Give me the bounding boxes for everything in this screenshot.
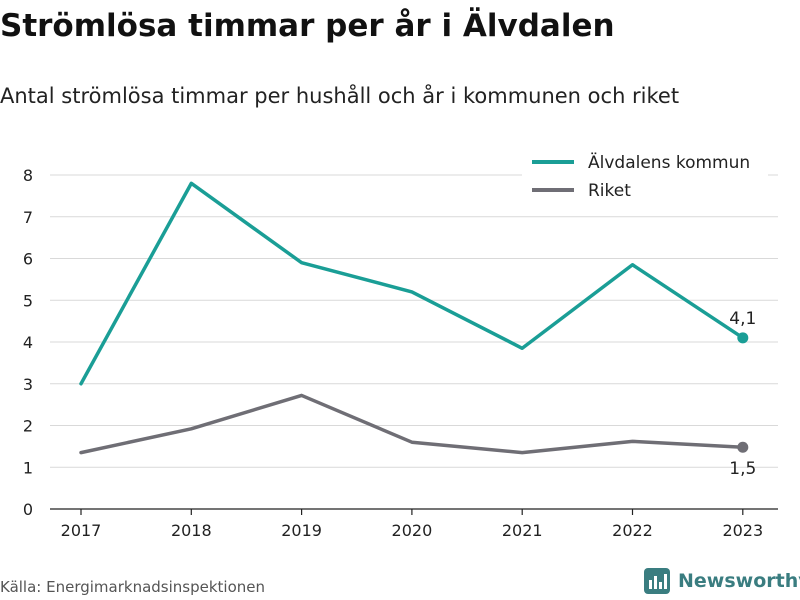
bar-chart-logo-icon bbox=[644, 568, 670, 594]
source-note: Källa: Energimarknadsinspektionen bbox=[0, 578, 266, 596]
brand-name: Newsworthy bbox=[678, 570, 800, 592]
chart-title: Strömlösa timmar per år i Älvdalen bbox=[0, 8, 615, 44]
series-line bbox=[79, 393, 745, 455]
y-tick-label: 2 bbox=[23, 417, 33, 436]
y-tick-label: 5 bbox=[23, 291, 33, 310]
series-line bbox=[79, 181, 745, 386]
data-labels: 4,1 1,5 bbox=[729, 309, 756, 479]
x-tick-label: 2023 bbox=[722, 521, 763, 540]
y-tick-label: 7 bbox=[23, 208, 33, 227]
end-value-label: 4,1 bbox=[729, 309, 756, 329]
end-point-marker bbox=[737, 332, 749, 344]
legend-label: Älvdalens kommun bbox=[588, 152, 750, 173]
end-point-marker bbox=[737, 441, 749, 453]
series-lines bbox=[79, 181, 749, 455]
y-tick-label: 6 bbox=[23, 250, 33, 269]
y-tick-label: 4 bbox=[23, 333, 33, 352]
legend-label: Riket bbox=[588, 181, 631, 201]
x-tick-label: 2020 bbox=[392, 521, 433, 540]
y-tick-label: 8 bbox=[23, 166, 33, 185]
axes: 0 1 2 3 4 5 6 7 8 2017 2018 2019 2020 2021 2022 2023 bbox=[23, 166, 778, 540]
x-tick-label: 2022 bbox=[612, 521, 653, 540]
x-tick-label: 2018 bbox=[171, 521, 212, 540]
x-tick-label: 2019 bbox=[281, 521, 322, 540]
y-tick-label: 0 bbox=[23, 500, 33, 519]
legend-background bbox=[522, 146, 768, 206]
legend: Älvdalens kommun Riket bbox=[522, 146, 768, 206]
y-tick-label: 1 bbox=[23, 458, 33, 477]
chart-subtitle: Antal strömlösa timmar per hushåll och å… bbox=[0, 84, 680, 108]
x-tick-label: 2017 bbox=[61, 521, 102, 540]
end-value-label: 1,5 bbox=[729, 459, 756, 479]
line-chart: 0 1 2 3 4 5 6 7 8 2017 2018 2019 2020 2021 2022 2023 4,… bbox=[22, 146, 778, 540]
y-tick-label: 3 bbox=[23, 375, 33, 394]
brand-logo: Newsworthy bbox=[644, 568, 800, 594]
grid-lines bbox=[50, 174, 778, 468]
x-tick-label: 2021 bbox=[502, 521, 543, 540]
